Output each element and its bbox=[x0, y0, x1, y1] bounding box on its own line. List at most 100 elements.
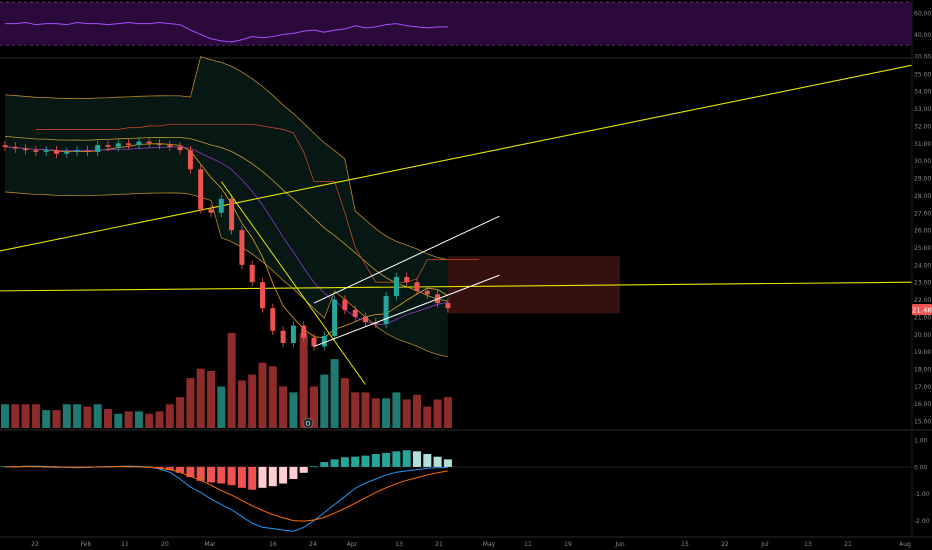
candle-4 bbox=[43, 150, 49, 152]
volume-bar-4 bbox=[42, 410, 51, 428]
ma-long bbox=[4, 135, 448, 302]
price-tick-10: 25.00 bbox=[914, 245, 931, 252]
volume-bar-13 bbox=[134, 411, 143, 428]
price-tick-11: 24.00 bbox=[914, 262, 931, 269]
price-tick-0: 35.00 bbox=[914, 71, 931, 78]
price-tick-12: 23.00 bbox=[914, 280, 931, 287]
price-pane[interactable]: 35.00 34.00 33.00 32.00 31.00 30.00 29.00 28.00… bbox=[0, 56, 932, 431]
price-tick-17: 18.00 bbox=[914, 366, 931, 373]
volume-bar-0 bbox=[1, 404, 9, 428]
x-tick-12: 19 bbox=[564, 541, 572, 548]
candle-39 bbox=[404, 276, 410, 283]
candle-3 bbox=[33, 150, 39, 152]
x-tick-9: 21 bbox=[435, 541, 443, 548]
volume-bar-28 bbox=[289, 392, 298, 428]
macd-hist-bar-24 bbox=[248, 466, 257, 490]
x-tick-18: 21 bbox=[844, 541, 852, 548]
volume-bar-26 bbox=[268, 366, 277, 428]
price-tick-18: 17.00 bbox=[914, 384, 931, 391]
candle-29 bbox=[301, 325, 307, 338]
volume-bar-9 bbox=[93, 404, 102, 428]
volume-bar-10 bbox=[104, 409, 112, 428]
candle-12 bbox=[126, 143, 132, 146]
volume-bar-20 bbox=[207, 371, 215, 428]
macd-pane[interactable]: 1.00 0.00 -1.00 -2.00 bbox=[0, 438, 930, 532]
volume-bar-18 bbox=[186, 378, 195, 428]
candle-15 bbox=[157, 143, 162, 146]
price-tick-6: 29.00 bbox=[914, 176, 931, 183]
macd-hist-bar-17 bbox=[176, 466, 185, 473]
candle-13 bbox=[136, 141, 142, 146]
candle-27 bbox=[280, 330, 286, 343]
candle-28 bbox=[290, 325, 296, 343]
volume-bar-8 bbox=[83, 406, 92, 428]
x-tick-6: 24 bbox=[309, 541, 317, 548]
x-tick-17: 13 bbox=[804, 541, 812, 548]
price-tick-1: 34.00 bbox=[914, 89, 931, 96]
macd-hist-bar-31 bbox=[320, 462, 329, 467]
price-tick-2: 33.00 bbox=[914, 106, 931, 113]
volume-bar-37 bbox=[382, 398, 391, 428]
rsi-pane[interactable]: 60.00 40.00 20.00 bbox=[0, 1, 932, 61]
macd-hist-bar-16 bbox=[165, 466, 174, 471]
price-tick-7: 28.00 bbox=[914, 193, 931, 200]
macd-line bbox=[5, 465, 448, 532]
channel-lower bbox=[313, 274, 500, 347]
candle-32 bbox=[332, 299, 338, 336]
x-tick-10: May bbox=[483, 541, 496, 548]
price-tick-4: 31.00 bbox=[914, 141, 931, 148]
candle-7 bbox=[74, 150, 80, 152]
candle-34 bbox=[352, 309, 358, 317]
candle-35 bbox=[363, 316, 368, 323]
volume-bar-36 bbox=[371, 398, 380, 428]
candle-25 bbox=[260, 282, 265, 309]
candle-43 bbox=[445, 303, 451, 309]
price-overlay: 21.48 D bbox=[302, 304, 932, 429]
x-tick-8: 13 bbox=[395, 541, 403, 548]
candle-6 bbox=[64, 152, 70, 154]
macd-hist-bar-38 bbox=[392, 451, 401, 467]
volume-bar-19 bbox=[196, 368, 205, 428]
candle-10 bbox=[105, 145, 111, 147]
x-tick-11: 11 bbox=[524, 541, 532, 548]
x-tick-1: Feb bbox=[81, 541, 92, 548]
volume-bar-31 bbox=[320, 374, 329, 428]
volume-bar-1 bbox=[11, 404, 20, 428]
event-marker[interactable] bbox=[302, 417, 314, 429]
volume-bar-27 bbox=[279, 386, 288, 428]
volume-bar-29 bbox=[299, 333, 308, 428]
volume-bar-6 bbox=[62, 404, 71, 428]
downtrend-line bbox=[220, 181, 366, 385]
volume-bar-5 bbox=[52, 410, 61, 428]
volume-bar-25 bbox=[258, 362, 267, 428]
volume-bar-22 bbox=[227, 333, 236, 428]
macd-hist-bar-18 bbox=[186, 466, 195, 478]
volume-bar-30 bbox=[310, 386, 318, 428]
macd-hist-bar-35 bbox=[361, 455, 370, 467]
x-tick-19: Aug bbox=[899, 541, 911, 548]
x-tick-13: Jun bbox=[614, 541, 625, 548]
macd-hist-bar-30 bbox=[310, 466, 318, 468]
price-tick-3: 32.00 bbox=[914, 123, 931, 130]
rsi-tick-0: 60.00 bbox=[914, 10, 931, 17]
macd-hist-bar-23 bbox=[237, 466, 246, 488]
candle-24 bbox=[249, 264, 255, 283]
candle-2 bbox=[23, 148, 29, 151]
volume-bar-2 bbox=[21, 404, 30, 428]
macd-hist-bar-15 bbox=[155, 466, 164, 469]
bollinger-fill bbox=[5, 56, 448, 357]
signal-line bbox=[5, 466, 448, 522]
volume-bar-14 bbox=[145, 413, 154, 428]
x-tick-5: 16 bbox=[269, 541, 277, 548]
volume-bar-24 bbox=[248, 374, 257, 428]
price-tick-13: 22.00 bbox=[914, 297, 931, 304]
candle-20 bbox=[208, 209, 214, 213]
volume-bar-33 bbox=[340, 378, 349, 428]
macd-hist-bar-20 bbox=[207, 466, 215, 483]
price-tick-19: 16.00 bbox=[914, 401, 931, 408]
candle-22 bbox=[229, 198, 235, 231]
macd-tick-1: 0.00 bbox=[914, 464, 928, 471]
candle-5 bbox=[54, 150, 59, 154]
candle-31 bbox=[321, 336, 327, 347]
